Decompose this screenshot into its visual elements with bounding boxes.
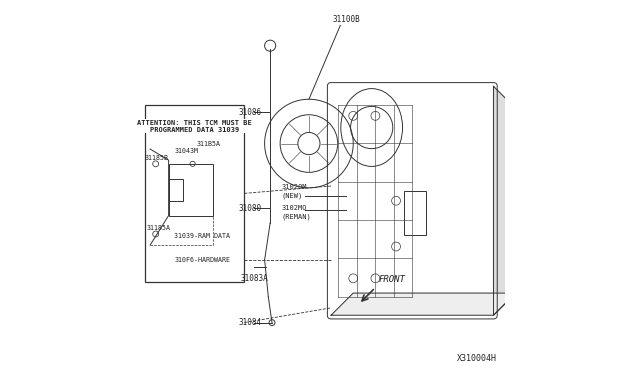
Text: 31185A: 31185A — [147, 225, 170, 231]
Text: 31083A: 31083A — [241, 274, 268, 283]
Text: FRONT: FRONT — [379, 275, 406, 284]
Text: 31080: 31080 — [239, 203, 262, 213]
Text: 31020M: 31020M — [281, 184, 307, 190]
Text: 31100B: 31100B — [333, 15, 361, 24]
Text: 31039-RAM DATA: 31039-RAM DATA — [174, 233, 230, 239]
Text: (REMAN): (REMAN) — [281, 214, 311, 220]
Text: 3102MQ: 3102MQ — [281, 205, 307, 211]
Text: X310004H: X310004H — [457, 354, 497, 363]
Text: (NEW): (NEW) — [281, 193, 303, 199]
Text: 31084: 31084 — [239, 318, 262, 327]
Bar — [168, 179, 184, 201]
Text: ATTENTION: THIS TCM MUST BE
PROGRAMMED DATA 31039: ATTENTION: THIS TCM MUST BE PROGRAMMED D… — [137, 119, 252, 132]
Bar — [404, 191, 426, 235]
Polygon shape — [493, 86, 516, 315]
Text: 311B5A: 311B5A — [196, 141, 220, 147]
Bar — [145, 105, 244, 282]
Text: 31043M: 31043M — [174, 148, 198, 154]
Text: 31185B: 31185B — [145, 155, 168, 161]
Text: 31086: 31086 — [239, 108, 262, 117]
Polygon shape — [331, 293, 516, 315]
Bar — [168, 164, 213, 215]
Text: 310F6-HARDWARE: 310F6-HARDWARE — [174, 257, 230, 263]
